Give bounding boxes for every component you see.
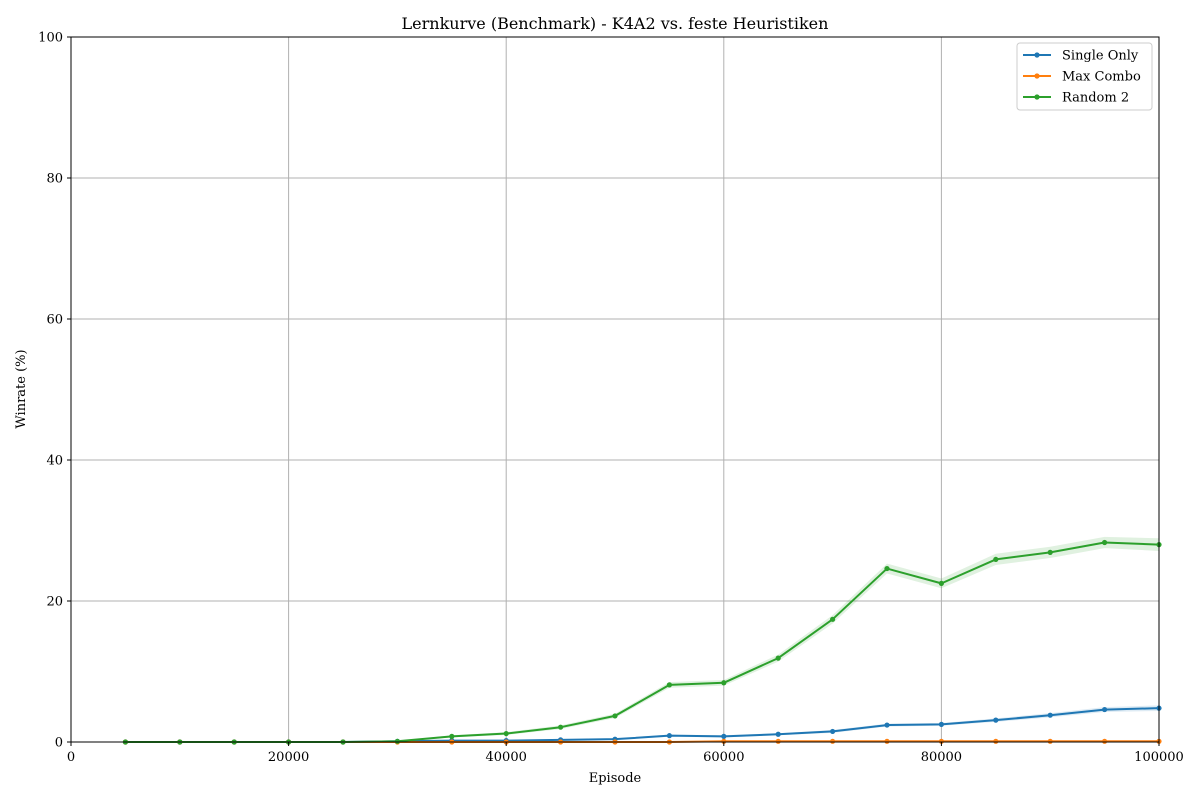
- data-point-single-only: [721, 733, 727, 739]
- data-point-single-only: [666, 733, 673, 739]
- data-point-single-only: [993, 717, 999, 723]
- data-point-max-combo: [721, 738, 727, 744]
- data-point-max-combo: [830, 738, 836, 744]
- x-tick-label: 60000: [703, 750, 744, 765]
- data-point-random-2: [993, 556, 999, 563]
- y-tick-label: 40: [46, 454, 63, 469]
- data-points: [122, 539, 1162, 745]
- data-point-random-2: [721, 680, 727, 686]
- y-tick-label: 80: [46, 172, 63, 187]
- x-tick-label: 0: [67, 750, 75, 765]
- legend: Single Only Max Combo Random 2: [1016, 42, 1153, 111]
- legend-label: Single Only: [1062, 49, 1139, 64]
- data-point-single-only: [830, 728, 836, 735]
- data-point-random-2: [558, 724, 564, 730]
- data-point-max-combo: [1047, 738, 1053, 744]
- data-point-random-2: [830, 616, 836, 622]
- data-point-max-combo: [938, 738, 945, 744]
- y-tick-label: 100: [38, 31, 63, 46]
- data-point-max-combo: [884, 738, 890, 744]
- y-tick-label: 60: [46, 313, 63, 328]
- x-axis-label: Episode: [589, 771, 642, 786]
- legend-box: [1016, 42, 1153, 111]
- data-point-single-only: [1047, 712, 1053, 718]
- data-point-random-2: [503, 730, 509, 737]
- x-tick-label: 100000: [1134, 750, 1184, 765]
- legend-marker: [1034, 94, 1040, 100]
- plot-frame: [70, 36, 1160, 743]
- y-tick-label: 0: [55, 736, 63, 751]
- data-point-random-2: [1047, 549, 1053, 555]
- y-tick-label: 20: [46, 595, 63, 610]
- legend-label: Random 2: [1062, 91, 1129, 106]
- x-axis-ticks: 0 20000 40000 60000 80000 100000: [67, 742, 1184, 765]
- legend-marker: [1034, 73, 1040, 79]
- data-point-random-2: [449, 733, 455, 739]
- y-axis-label: Winrate (%): [14, 349, 29, 428]
- legend-marker: [1034, 52, 1040, 58]
- data-point-random-2: [666, 682, 673, 688]
- data-point-single-only: [938, 721, 945, 727]
- data-point-random-2: [775, 655, 781, 661]
- legend-label: Max Combo: [1062, 70, 1141, 85]
- data-point-random-2: [938, 580, 945, 586]
- data-point-random-2: [612, 713, 618, 719]
- data-point-single-only: [775, 731, 781, 737]
- data-point-random-2: [884, 565, 890, 572]
- data-point-max-combo: [993, 738, 999, 744]
- x-tick-label: 80000: [921, 750, 962, 765]
- data-point-max-combo: [1102, 738, 1108, 744]
- chart-title: Lernkurve (Benchmark) - K4A2 vs. feste H…: [402, 14, 829, 33]
- data-point-random-2: [1102, 539, 1108, 546]
- data-point-random-2: [394, 738, 400, 744]
- data-point-single-only: [884, 722, 890, 728]
- data-point-single-only: [1102, 706, 1108, 713]
- y-axis-ticks: 0 20 40 60 80 100: [38, 31, 71, 751]
- x-tick-label: 40000: [486, 750, 527, 765]
- data-point-max-combo: [775, 738, 781, 744]
- x-tick-label: 20000: [268, 750, 309, 765]
